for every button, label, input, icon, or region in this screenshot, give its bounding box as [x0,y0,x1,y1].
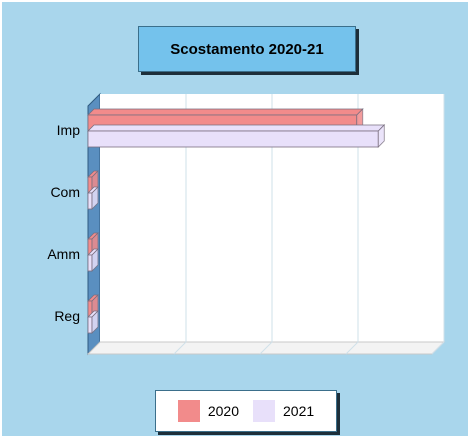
bars [87,108,386,334]
legend-swatch-2020 [177,400,200,422]
legend-label-2020: 2020 [207,403,239,419]
legend-item-2021: 2021 [253,400,314,422]
y-label-amm: Amm [47,246,80,262]
legend-label-2021: 2021 [283,403,315,419]
y-axis-labels: Imp Com Amm Reg [47,122,80,324]
bar-reg-2021-side [91,310,99,334]
grid-line [345,341,359,355]
bar-com-2021 [87,192,93,210]
bar-amm-2021 [87,254,93,272]
y-label-reg: Reg [54,308,80,324]
bar-imp-2020-top [87,108,364,116]
bar-imp-2021-side [377,124,385,148]
bar-amm-2021-side [91,248,99,272]
chart-title: Scostamento 2020-21 [170,40,324,58]
y-label-imp: Imp [57,122,81,138]
legend-item-2020: 2020 [177,400,239,422]
legend-swatch-2021 [253,400,275,422]
bar-com-2021-side [91,186,99,210]
legend: 2020 2021 [155,390,337,432]
bar-imp-2021-top [87,124,386,132]
grid-line [173,341,187,355]
bar-imp-2021 [87,130,379,148]
bar-reg-2021 [87,316,93,334]
grid-line [431,341,445,355]
chart-title-box: Scostamento 2020-21 [138,26,356,72]
y-label-com: Com [50,184,80,200]
grid-line [259,341,273,355]
